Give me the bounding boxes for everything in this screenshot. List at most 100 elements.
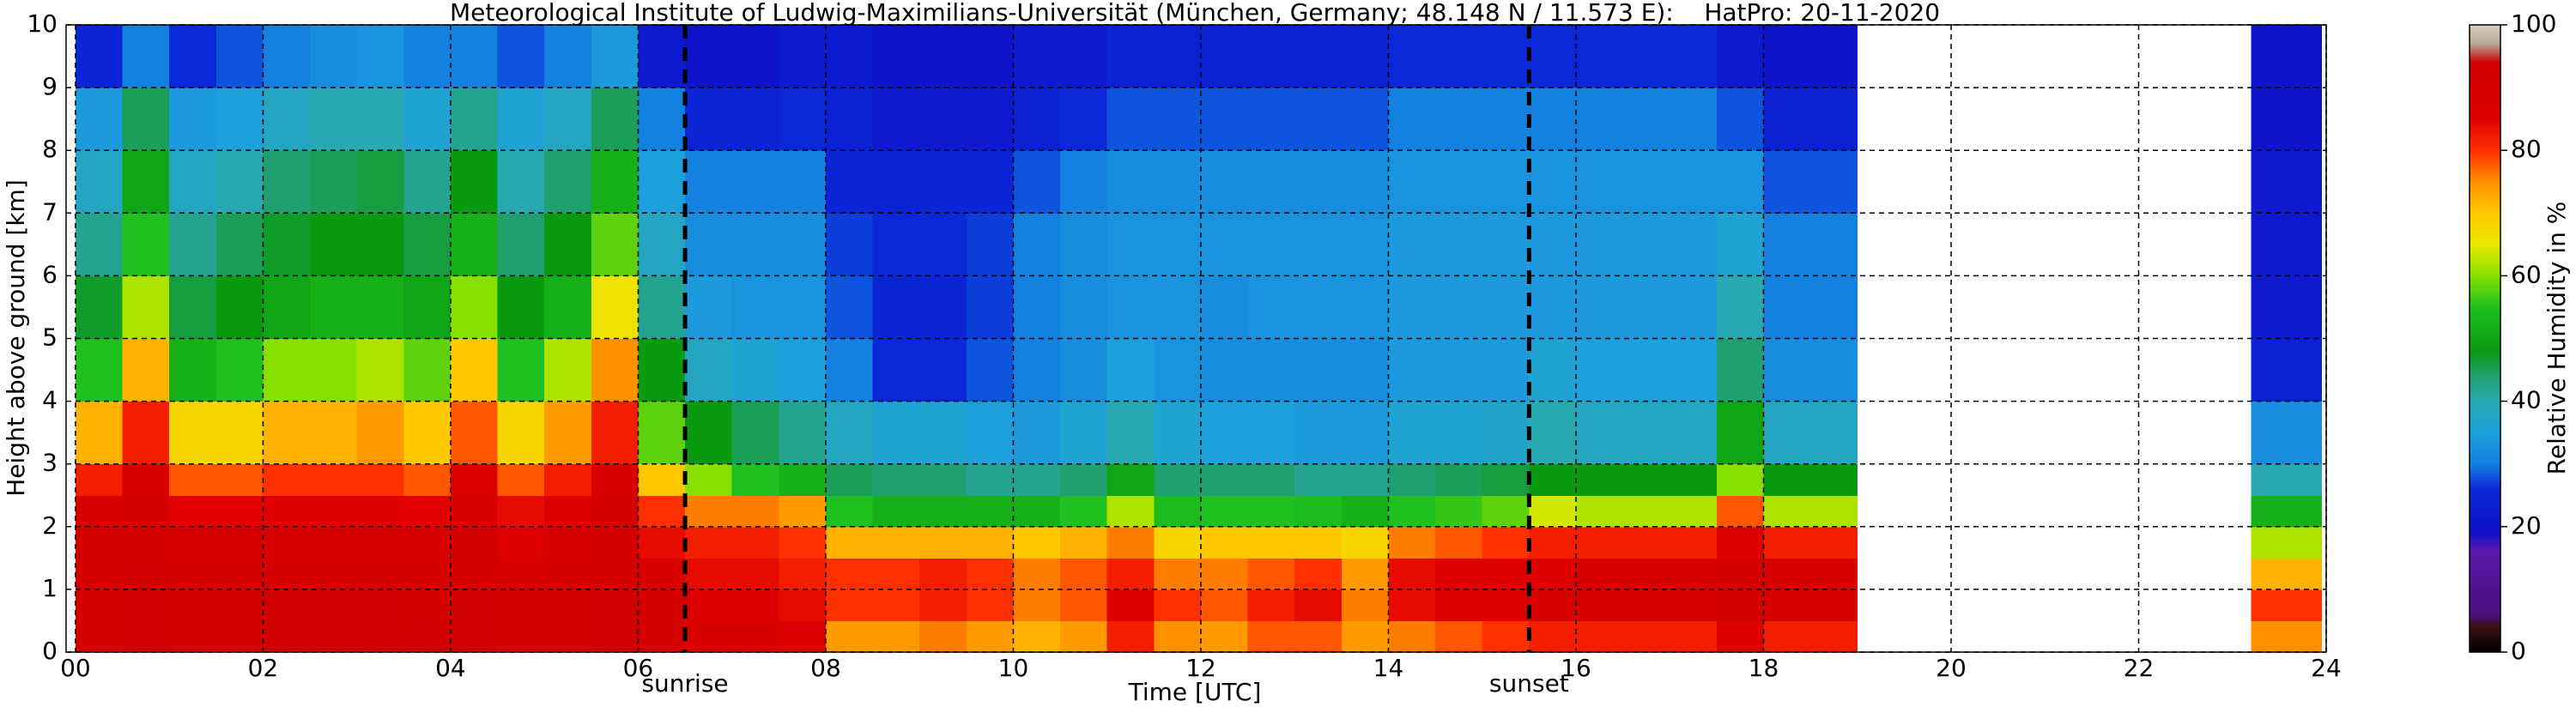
- heatmap-cell: [1294, 275, 1343, 339]
- heatmap-cell: [2251, 495, 2289, 528]
- heatmap-cell: [2251, 620, 2289, 653]
- heatmap-cell: [1247, 338, 1295, 402]
- heatmap-cell: [1670, 213, 1718, 276]
- heatmap-cell: [544, 589, 592, 621]
- heatmap-cell: [638, 620, 686, 653]
- heatmap-cell: [872, 589, 920, 621]
- heatmap-cell: [1341, 25, 1389, 88]
- heatmap-cell: [1575, 275, 1624, 339]
- heatmap-cell: [1060, 620, 1108, 653]
- heatmap-cell: [1670, 275, 1718, 339]
- heatmap-cell: [263, 25, 311, 88]
- heatmap-cell: [215, 25, 264, 88]
- heatmap-cell: [169, 463, 217, 496]
- heatmap-cell: [1622, 495, 1670, 528]
- heatmap-cell: [356, 88, 404, 151]
- heatmap-cell: [1060, 463, 1108, 496]
- heatmap-cell: [591, 338, 639, 402]
- heatmap-cell: [1763, 213, 1811, 276]
- heatmap-cell: [1247, 401, 1295, 465]
- heatmap-cell: [75, 526, 124, 559]
- heatmap-cell: [2251, 338, 2289, 402]
- heatmap-cell: [966, 88, 1014, 151]
- heatmap-cell: [779, 88, 827, 151]
- heatmap-cell: [403, 275, 452, 339]
- heatmap-cell: [685, 150, 733, 214]
- heatmap-cell: [1716, 526, 1764, 559]
- heatmap-cell: [169, 401, 217, 465]
- heatmap-cell: [75, 589, 124, 621]
- heatmap-cell: [1810, 620, 1858, 653]
- heatmap-cell: [779, 213, 827, 276]
- heatmap-cell: [685, 213, 733, 276]
- heatmap-cell: [872, 620, 920, 653]
- heatmap-cell: [731, 495, 779, 528]
- x-axis-label: Time [UTC]: [1128, 678, 1262, 706]
- heatmap-cell: [215, 213, 264, 276]
- heatmap-cell: [1388, 275, 1436, 339]
- heatmap-cell: [122, 589, 170, 621]
- heatmap-cell: [544, 150, 592, 214]
- heatmap-cell: [1013, 620, 1061, 653]
- heatmap-cell: [1388, 558, 1436, 590]
- heatmap-cell: [263, 401, 311, 465]
- heatmap-cell: [1763, 401, 1811, 465]
- colorbar-tick-label: 40: [2511, 386, 2542, 414]
- heatmap-cell: [1622, 338, 1670, 402]
- heatmap-cell: [215, 620, 264, 653]
- heatmap-cell: [450, 150, 499, 214]
- heatmap-cell: [169, 275, 217, 339]
- heatmap-cell: [356, 495, 404, 528]
- heatmap-cell: [497, 589, 545, 621]
- heatmap-cell: [1435, 25, 1483, 88]
- heatmap-cell: [1482, 526, 1530, 559]
- heatmap-cell: [169, 213, 217, 276]
- heatmap-cell: [1106, 401, 1155, 465]
- heatmap-cell: [919, 463, 967, 496]
- heatmap-cell: [638, 25, 686, 88]
- heatmap-cell: [544, 213, 592, 276]
- heatmap-cell: [1622, 589, 1670, 621]
- heatmap-cell: [403, 495, 452, 528]
- heatmap-cell: [731, 620, 779, 653]
- heatmap-cell: [1482, 150, 1530, 214]
- heatmap-cell: [1388, 25, 1436, 88]
- heatmap-cell: [2288, 275, 2323, 339]
- heatmap-cell: [356, 401, 404, 465]
- heatmap-cell: [1013, 88, 1061, 151]
- heatmap-cell: [1106, 620, 1155, 653]
- heatmap-cell: [919, 558, 967, 590]
- heatmap-cell: [1716, 558, 1764, 590]
- heatmap-cell: [2288, 495, 2323, 528]
- heatmap-cell: [1247, 275, 1295, 339]
- y-tick-label: 8: [42, 135, 58, 163]
- heatmap-cell: [731, 401, 779, 465]
- heatmap-cell: [2288, 558, 2323, 590]
- heatmap-cell: [872, 495, 920, 528]
- heatmap-cell: [1200, 526, 1249, 559]
- heatmap-cell: [1106, 150, 1155, 214]
- heatmap-cell: [544, 495, 592, 528]
- heatmap-cell: [75, 463, 124, 496]
- heatmap-cell: [75, 88, 124, 151]
- heatmap-cell: [638, 401, 686, 465]
- heatmap-cell: [919, 526, 967, 559]
- heatmap-cell: [1106, 88, 1155, 151]
- heatmap-cell: [1294, 558, 1343, 590]
- heatmap-cell: [919, 620, 967, 653]
- heatmap-cell: [731, 25, 779, 88]
- x-tick-label: 24: [2311, 654, 2342, 682]
- heatmap-cell: [1810, 88, 1858, 151]
- heatmap-cell: [263, 88, 311, 151]
- heatmap-cell: [825, 558, 874, 590]
- heatmap-cell: [1575, 401, 1624, 465]
- heatmap-cell: [215, 526, 264, 559]
- heatmap-cell: [1106, 558, 1155, 590]
- heatmap-cell: [966, 213, 1014, 276]
- heatmap-cell: [1435, 338, 1483, 402]
- heatmap-cell: [1716, 25, 1764, 88]
- heatmap-cell: [356, 213, 404, 276]
- heatmap-cell: [75, 150, 124, 214]
- heatmap-cell: [497, 25, 545, 88]
- heatmap-cell: [685, 558, 733, 590]
